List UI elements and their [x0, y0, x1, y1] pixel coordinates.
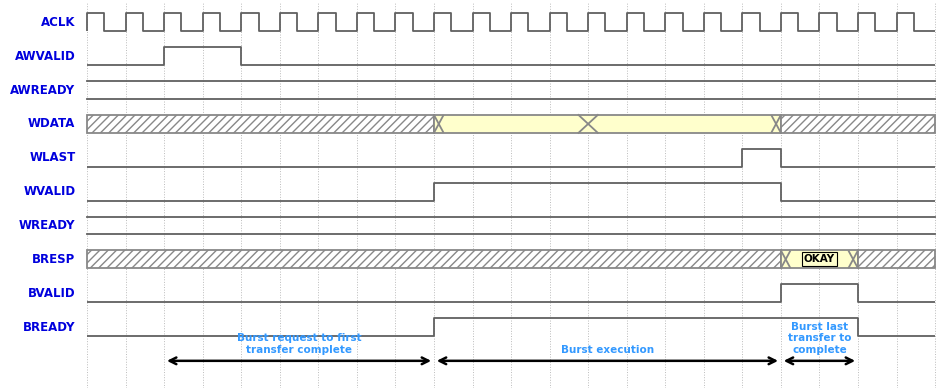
- Bar: [87, 250, 781, 268]
- Text: Burst request to first
transfer complete: Burst request to first transfer complete: [237, 333, 361, 355]
- Text: WREADY: WREADY: [19, 219, 75, 232]
- Text: BVALID: BVALID: [28, 287, 75, 300]
- Text: WLAST: WLAST: [29, 151, 75, 164]
- Bar: [87, 115, 434, 133]
- Bar: [858, 250, 935, 268]
- Text: BRESP: BRESP: [32, 253, 75, 266]
- Text: Burst execution: Burst execution: [561, 345, 654, 355]
- Text: WVALID: WVALID: [24, 185, 75, 198]
- Text: BREADY: BREADY: [23, 321, 75, 333]
- Text: Burst last
transfer to
complete: Burst last transfer to complete: [788, 322, 852, 355]
- Bar: [781, 115, 935, 133]
- Text: OKAY: OKAY: [804, 254, 835, 264]
- Bar: [434, 115, 781, 133]
- Text: ACLK: ACLK: [41, 16, 75, 29]
- Bar: [781, 250, 858, 268]
- Text: WDATA: WDATA: [28, 117, 75, 130]
- Text: AWREADY: AWREADY: [10, 83, 75, 97]
- Text: AWVALID: AWVALID: [15, 50, 75, 63]
